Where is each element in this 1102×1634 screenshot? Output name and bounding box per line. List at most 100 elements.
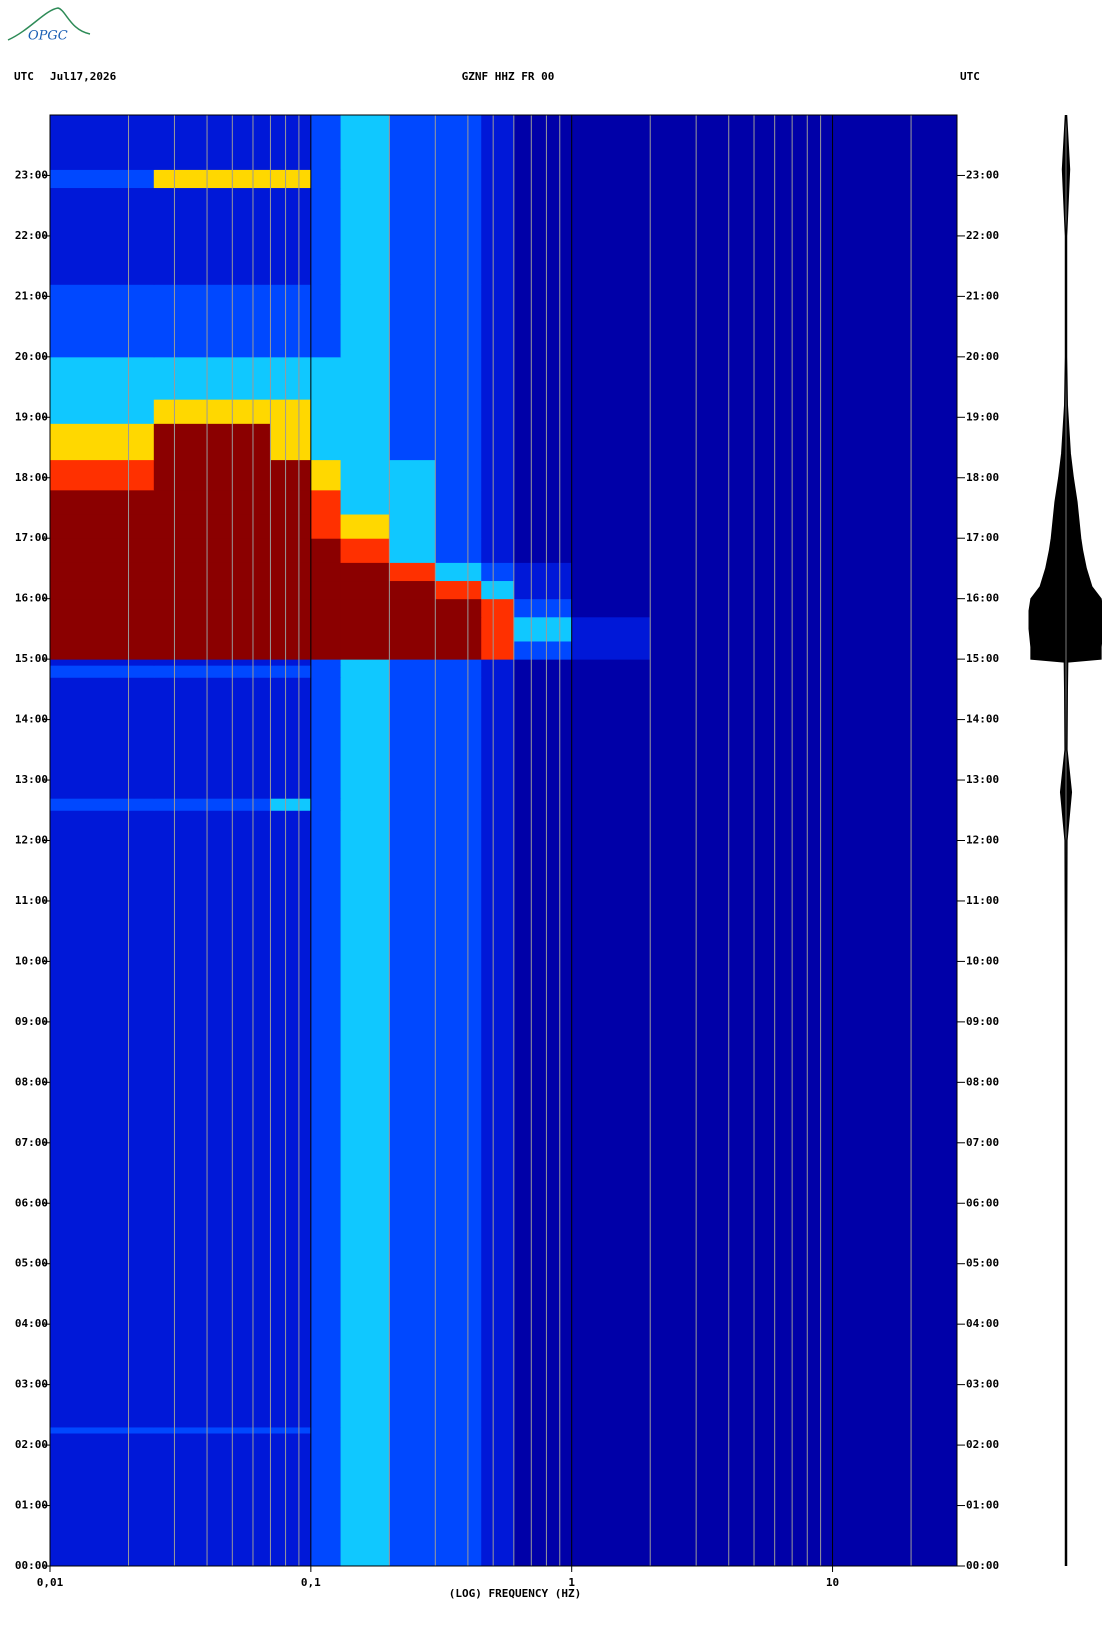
x-tick-label: 1 [568, 1576, 575, 1589]
spectrogram-cell [571, 399, 651, 424]
spectrogram-cell [650, 423, 958, 461]
y-tick-label: 02:00 [15, 1438, 48, 1451]
y-tick-label: 15:00 [15, 652, 48, 665]
spectrogram-cell [481, 640, 515, 660]
spectrogram-cell [340, 810, 390, 1428]
spectrogram-cell [270, 1432, 312, 1567]
spectrogram-cell [571, 514, 651, 539]
spectrogram-cell [513, 677, 573, 799]
spectrogram-cell [340, 598, 390, 618]
y-tick-label: 15:00 [966, 652, 999, 665]
y-tick-label: 12:00 [15, 834, 48, 847]
spectrogram-cell [435, 659, 482, 666]
spectrogram-cell [153, 562, 271, 582]
spectrogram-cell [513, 616, 573, 642]
y-tick-label: 02:00 [966, 1438, 999, 1451]
spectrogram-cell [435, 459, 482, 491]
spectrogram-cell [153, 514, 271, 539]
spectrogram-cell [310, 677, 342, 799]
spectrogram-cell [50, 798, 155, 811]
spectrogram-cell [571, 580, 651, 600]
spectrogram-cell [389, 399, 436, 424]
spectrogram-cell [435, 514, 482, 539]
y-tick-label: 23:00 [966, 168, 999, 181]
spectrogram-cell [310, 562, 342, 582]
spectrogram-cell [481, 399, 515, 424]
spectrogram-cell [50, 1432, 155, 1567]
y-tick-label: 13:00 [15, 773, 48, 786]
y-tick-label: 11:00 [15, 894, 48, 907]
spectrogram-cell [513, 562, 573, 582]
spectrogram-cell [389, 489, 436, 515]
spectrogram-cell [50, 580, 155, 600]
spectrogram-cell [50, 459, 155, 491]
spectrogram-cell [389, 187, 436, 285]
spectrogram-cell [270, 399, 312, 424]
spectrogram-cell [389, 665, 436, 678]
spectrogram-cell [481, 187, 515, 285]
spectrogram-cell [481, 115, 515, 170]
spectrogram-cell [50, 665, 155, 678]
spectrogram-cell [481, 1426, 515, 1434]
spectrogram-cell [50, 399, 155, 424]
y-tick-label: 18:00 [966, 471, 999, 484]
spectrogram-cell [389, 640, 436, 660]
spectrogram-cell [270, 677, 312, 799]
spectrogram-cell [340, 640, 390, 660]
spectrogram-cell [340, 562, 390, 582]
x-tick-label: 0,1 [301, 1576, 321, 1589]
y-tick-label: 03:00 [15, 1378, 48, 1391]
spectrogram-cell [270, 115, 312, 170]
chart-title: GZNF HHZ FR 00 [462, 70, 555, 83]
spectrogram-cell [340, 665, 390, 678]
spectrogram-cell [571, 356, 651, 400]
spectrogram-cell [50, 115, 155, 170]
spectrogram-cell [513, 284, 573, 358]
spectrogram-cell [270, 798, 312, 811]
spectrogram-cell [50, 187, 155, 285]
seismogram-envelope [1028, 114, 1066, 1566]
spectrogram-cell [389, 538, 436, 563]
y-tick-label: 04:00 [966, 1317, 999, 1330]
y-tick-label: 18:00 [15, 471, 48, 484]
spectrogram-cell [50, 284, 155, 358]
zone-label: UTC [960, 70, 980, 83]
spectrogram-cell [571, 659, 651, 666]
spectrogram-cell [50, 640, 155, 660]
spectrogram-cell [153, 616, 271, 642]
spectrogram-cell [513, 659, 573, 666]
spectrogram-cell [513, 640, 573, 660]
spectrogram-cell [389, 356, 436, 400]
y-tick-label: 10:00 [966, 954, 999, 967]
spectrogram-cell [571, 115, 651, 170]
y-tick-label: 05:00 [966, 1257, 999, 1270]
spectrogram-cell [513, 514, 573, 539]
spectrogram-cell [571, 459, 651, 491]
spectrogram-cell [650, 1432, 958, 1567]
y-tick-label: 07:00 [966, 1136, 999, 1149]
spectrogram-cell [310, 580, 342, 600]
spectrogram-cell [310, 598, 342, 618]
y-tick-label: 14:00 [15, 713, 48, 726]
spectrogram-cell [571, 665, 651, 678]
spectrogram-cell [571, 677, 651, 799]
y-tick-label: 03:00 [966, 1378, 999, 1391]
spectrogram-cell [270, 640, 312, 660]
spectrogram-cell [435, 284, 482, 358]
y-tick-label: 01:00 [15, 1499, 48, 1512]
spectrogram-cell [270, 598, 312, 618]
y-tick-label: 16:00 [966, 592, 999, 605]
spectrogram-cell [389, 514, 436, 539]
seismogram-envelope [1066, 114, 1102, 1566]
logo: OPGC [28, 29, 68, 44]
y-tick-label: 04:00 [15, 1317, 48, 1330]
spectrogram-cell [340, 1432, 390, 1567]
spectrogram-cell [650, 810, 958, 1428]
spectrogram-cell [310, 423, 342, 461]
y-tick-label: 11:00 [966, 894, 999, 907]
spectrogram-cell [50, 810, 155, 1428]
spectrogram-cell [571, 1432, 651, 1567]
plot-frame [49, 114, 958, 1567]
spectrogram-cell [481, 677, 515, 799]
spectrogram-cell [389, 598, 436, 618]
